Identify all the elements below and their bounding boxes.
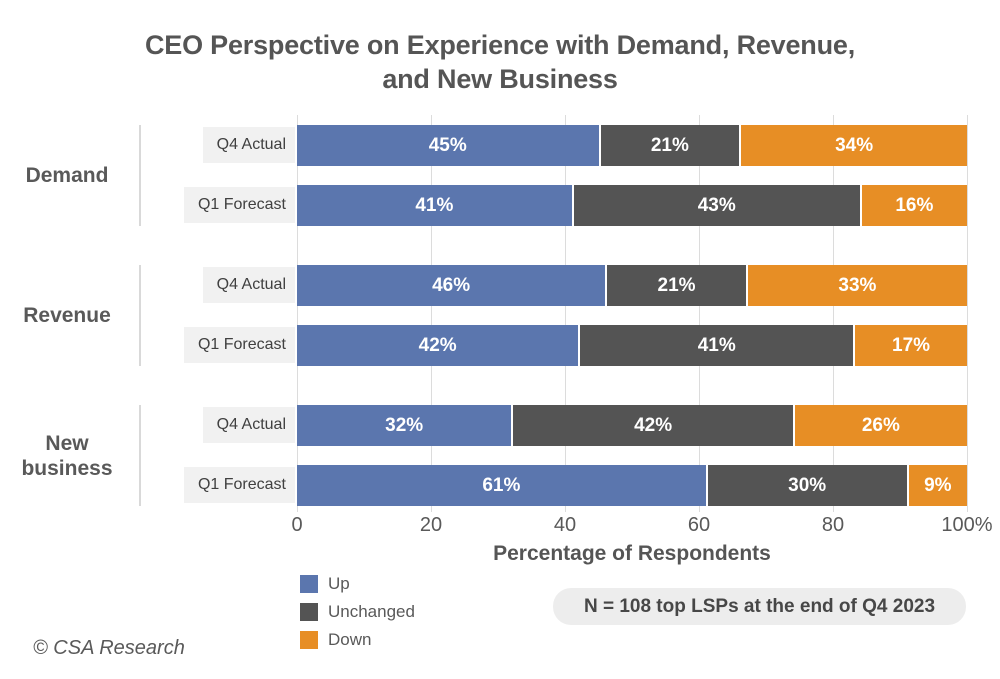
bar-row: 46% 21% 33% xyxy=(297,265,967,306)
bar-value-label: 34% xyxy=(835,134,874,156)
row-label: Q4 Actual xyxy=(202,407,295,443)
bar-segment-down: 33% xyxy=(745,265,967,306)
x-tick-label: 60 xyxy=(687,514,711,536)
bar-value-label: 42% xyxy=(418,334,457,356)
bar-value-label: 43% xyxy=(697,194,736,216)
row-label: Q4 Actual xyxy=(202,267,295,303)
bar-value-label: 42% xyxy=(634,414,673,436)
bar-segment-up: 61% xyxy=(297,465,706,506)
bar-value-label: 45% xyxy=(428,134,467,156)
category-label: New business xyxy=(21,431,113,480)
row-label: Q1 Forecast xyxy=(183,187,295,223)
x-tick-label: 0 xyxy=(291,514,303,536)
bar-segment-down: 26% xyxy=(792,405,967,446)
x-tick-label: 20 xyxy=(419,514,443,536)
bar-value-label: 33% xyxy=(838,274,877,296)
bar-row: 42% 41% 17% xyxy=(297,325,967,366)
bar-segment-up: 46% xyxy=(297,265,606,306)
bar-segment-unchanged: 21% xyxy=(598,125,740,166)
x-tick-label: 80 xyxy=(821,514,845,536)
bar-value-label: 41% xyxy=(697,334,736,356)
bar-segment-down: 16% xyxy=(859,185,967,226)
legend-item: Down xyxy=(300,626,415,654)
legend-swatch-unchanged xyxy=(300,603,318,621)
bar-value-label: 9% xyxy=(924,474,952,496)
legend-swatch-down xyxy=(300,631,318,649)
legend-item: Unchanged xyxy=(300,598,415,626)
bar-segment-down: 17% xyxy=(853,325,967,366)
legend-label: Up xyxy=(328,574,350,593)
x-tick-label: 100% xyxy=(941,514,993,536)
bar-value-label: 16% xyxy=(895,194,934,216)
x-axis-title: Percentage of Respondents xyxy=(493,542,771,565)
category-axis-line xyxy=(139,125,141,226)
x-tick-label: 40 xyxy=(553,514,577,536)
gridline xyxy=(699,115,700,512)
bar-value-label: 46% xyxy=(432,274,471,296)
bar-value-label: 21% xyxy=(657,274,696,296)
bar-row: 41% 43% 16% xyxy=(297,185,967,226)
bar-value-label: 17% xyxy=(892,334,931,356)
bar-segment-up: 41% xyxy=(297,185,572,226)
bar-segment-unchanged: 42% xyxy=(511,405,793,446)
row-label: Q4 Actual xyxy=(202,127,295,163)
bar-segment-up: 42% xyxy=(297,325,579,366)
bar-value-label: 21% xyxy=(650,134,689,156)
row-label: Q1 Forecast xyxy=(183,467,295,503)
bar-segment-down: 9% xyxy=(906,465,967,506)
gridline xyxy=(967,115,968,512)
bar-segment-up: 32% xyxy=(297,405,512,446)
bar-segment-up: 45% xyxy=(297,125,599,166)
category-label: Revenue xyxy=(23,304,111,327)
bar-value-label: 30% xyxy=(788,474,827,496)
bar-value-label: 41% xyxy=(415,194,454,216)
bar-row: 61% 30% 9% xyxy=(297,465,967,506)
gridline xyxy=(431,115,432,512)
bar-value-label: 26% xyxy=(861,414,900,436)
bar-value-label: 61% xyxy=(482,474,521,496)
bar-row: 45% 21% 34% xyxy=(297,125,967,166)
gridline xyxy=(565,115,566,512)
bar-segment-unchanged: 21% xyxy=(605,265,746,306)
gridline xyxy=(833,115,834,512)
chart-title: CEO Perspective on Experience with Deman… xyxy=(144,30,856,94)
bar-segment-unchanged: 30% xyxy=(705,465,907,506)
copyright-text: © CSA Research xyxy=(33,637,185,659)
bar-segment-unchanged: 43% xyxy=(571,185,860,226)
bar-value-label: 32% xyxy=(385,414,424,436)
category-axis-line xyxy=(139,265,141,366)
category-axis-line xyxy=(139,405,141,506)
gridline xyxy=(297,115,298,512)
category-label: Demand xyxy=(25,164,109,187)
legend-swatch-up xyxy=(300,575,318,593)
sample-size-note: N = 108 top LSPs at the end of Q4 2023 xyxy=(553,588,966,625)
legend-label: Down xyxy=(328,630,372,649)
bar-segment-down: 34% xyxy=(739,125,967,166)
legend: Up Unchanged Down xyxy=(300,570,415,654)
row-label: Q1 Forecast xyxy=(183,327,295,363)
bar-row: 32% 42% 26% xyxy=(297,405,967,446)
bar-segment-unchanged: 41% xyxy=(578,325,854,366)
legend-item: Up xyxy=(300,570,415,598)
legend-label: Unchanged xyxy=(328,602,415,621)
